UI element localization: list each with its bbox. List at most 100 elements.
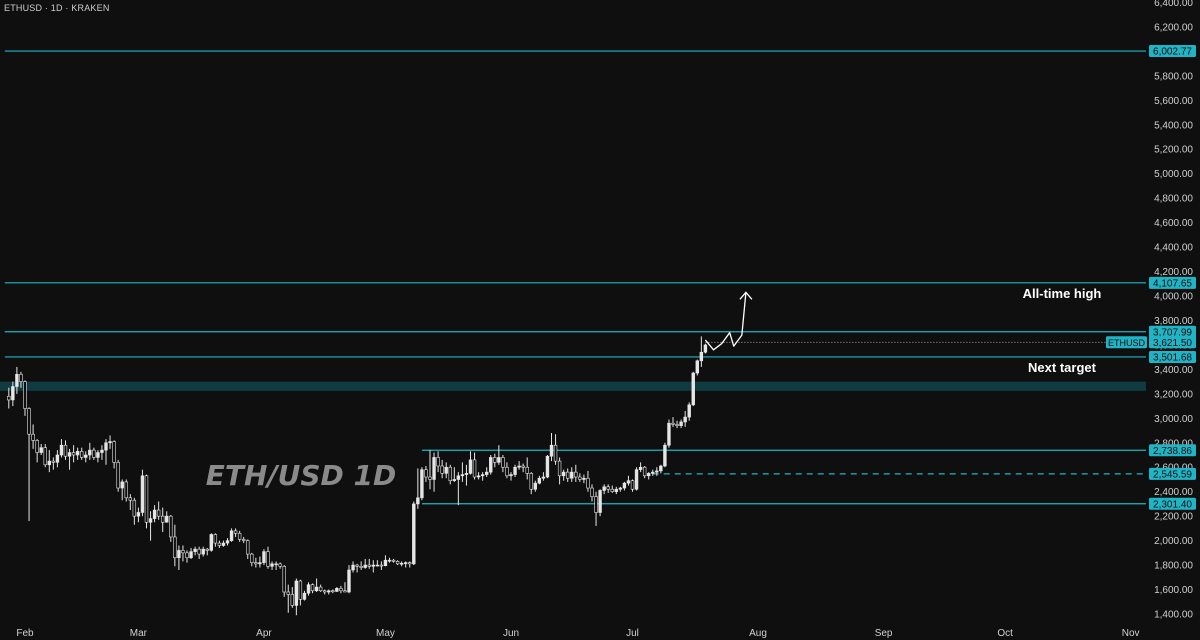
level-price-badge-bg	[1149, 444, 1196, 457]
candle-body	[327, 590, 331, 593]
candle-body	[363, 564, 367, 568]
candle-body	[221, 542, 226, 546]
candle-body	[561, 471, 566, 477]
candle-body	[578, 476, 582, 480]
level-price-badge-bg	[1149, 45, 1196, 58]
candle-body	[314, 586, 319, 592]
candle-body	[140, 475, 145, 513]
candle-body	[19, 373, 23, 382]
candle-body	[132, 499, 137, 517]
candle-body	[521, 465, 525, 468]
candle-body	[185, 552, 189, 559]
candle-body	[375, 564, 380, 567]
candle-body	[254, 562, 258, 565]
annotations-layer: All-time high Next target	[1023, 286, 1102, 375]
candle-body	[395, 561, 400, 565]
candle-body	[387, 559, 392, 562]
candle-body	[703, 344, 708, 353]
level-price-badge: 2,301.40	[1153, 499, 1192, 510]
candle-body	[651, 471, 655, 474]
candle-body	[278, 563, 282, 567]
candle-body	[695, 360, 700, 374]
candle-body	[331, 590, 335, 593]
candle-body	[201, 548, 205, 555]
candle-body	[537, 477, 542, 484]
candle-body	[55, 454, 60, 463]
price-tick-label: 5,200.00	[1154, 145, 1193, 156]
candle-body	[156, 509, 161, 517]
price-tick-label: 2,200.00	[1154, 512, 1193, 523]
candle-body	[35, 440, 39, 453]
levels-layer	[4, 50, 1146, 505]
level-annotation: All-time high	[1023, 286, 1102, 301]
candle-body	[574, 471, 578, 478]
candle-body	[302, 592, 307, 600]
price-tick-label: 3,200.00	[1154, 389, 1193, 400]
price-badges: 6,002.77 4,107.65 3,707.99 3,501.68 2,738.86…	[1106, 45, 1196, 510]
candle-body	[659, 465, 663, 472]
price-tick-label: 1,600.00	[1154, 585, 1193, 596]
level-price-badge: 2,545.59	[1153, 470, 1192, 481]
candle-body	[173, 536, 177, 559]
time-axis[interactable]: Feb Mar Apr May Jun Jul Aug Sep Oct Nov	[16, 628, 1139, 639]
candle-body	[347, 569, 351, 593]
zones-layer	[0, 381, 1146, 391]
level-price-badge: 3,501.68	[1153, 353, 1192, 364]
candle-body	[509, 474, 513, 477]
candle-body	[444, 466, 448, 474]
candle-body	[391, 559, 396, 562]
candle-body	[383, 559, 388, 566]
candle-body	[420, 469, 424, 499]
candle-body	[436, 457, 440, 467]
time-tick-label: Apr	[256, 628, 272, 639]
price-tick-label: 5,000.00	[1154, 169, 1193, 180]
candle-body	[242, 539, 246, 541]
candle-body	[128, 497, 132, 501]
candle-body	[493, 457, 497, 463]
candle-body	[606, 486, 610, 490]
candle-body	[84, 454, 88, 458]
candle-body	[416, 497, 420, 505]
candle-body	[655, 470, 659, 473]
candle-body	[237, 532, 242, 540]
level-price-badge: 4,107.65	[1153, 279, 1192, 290]
price-tick-label: 6,400.00	[1154, 0, 1193, 9]
candle-body	[120, 481, 124, 489]
candle-body	[533, 482, 538, 490]
candle-body	[614, 488, 619, 492]
candle-body	[618, 487, 623, 490]
candle-body	[468, 459, 473, 474]
projection-arrowhead	[739, 291, 753, 300]
time-tick-label: Nov	[1122, 628, 1140, 639]
candle-body	[646, 473, 651, 477]
candle-body	[43, 447, 47, 466]
price-tick-label: 2,800.00	[1154, 438, 1193, 449]
level-price-badge: 2,738.86	[1153, 446, 1192, 457]
candle-body	[96, 452, 100, 458]
candle-body	[529, 473, 533, 490]
candle-body	[92, 449, 96, 458]
candle-body	[408, 562, 412, 565]
projection-layer	[704, 291, 753, 351]
candle-body	[335, 588, 339, 592]
candle-body	[484, 471, 489, 475]
candle-body	[667, 422, 671, 446]
candle-body	[602, 486, 606, 491]
price-tick-label: 4,600.00	[1154, 218, 1193, 229]
candle-body	[322, 590, 327, 593]
candle-body	[452, 479, 456, 481]
candle-body	[642, 466, 647, 477]
candle-body	[594, 496, 598, 513]
candle-body	[75, 451, 80, 456]
candle-body	[67, 452, 72, 457]
candle-body	[229, 530, 234, 541]
time-tick-label: Oct	[997, 628, 1013, 639]
candle-body	[590, 487, 594, 497]
candle-body	[59, 444, 64, 456]
candle-body	[209, 534, 213, 551]
candle-body	[687, 404, 691, 418]
candle-body	[517, 465, 521, 468]
candle-body	[557, 460, 562, 477]
candle-body	[630, 480, 635, 490]
